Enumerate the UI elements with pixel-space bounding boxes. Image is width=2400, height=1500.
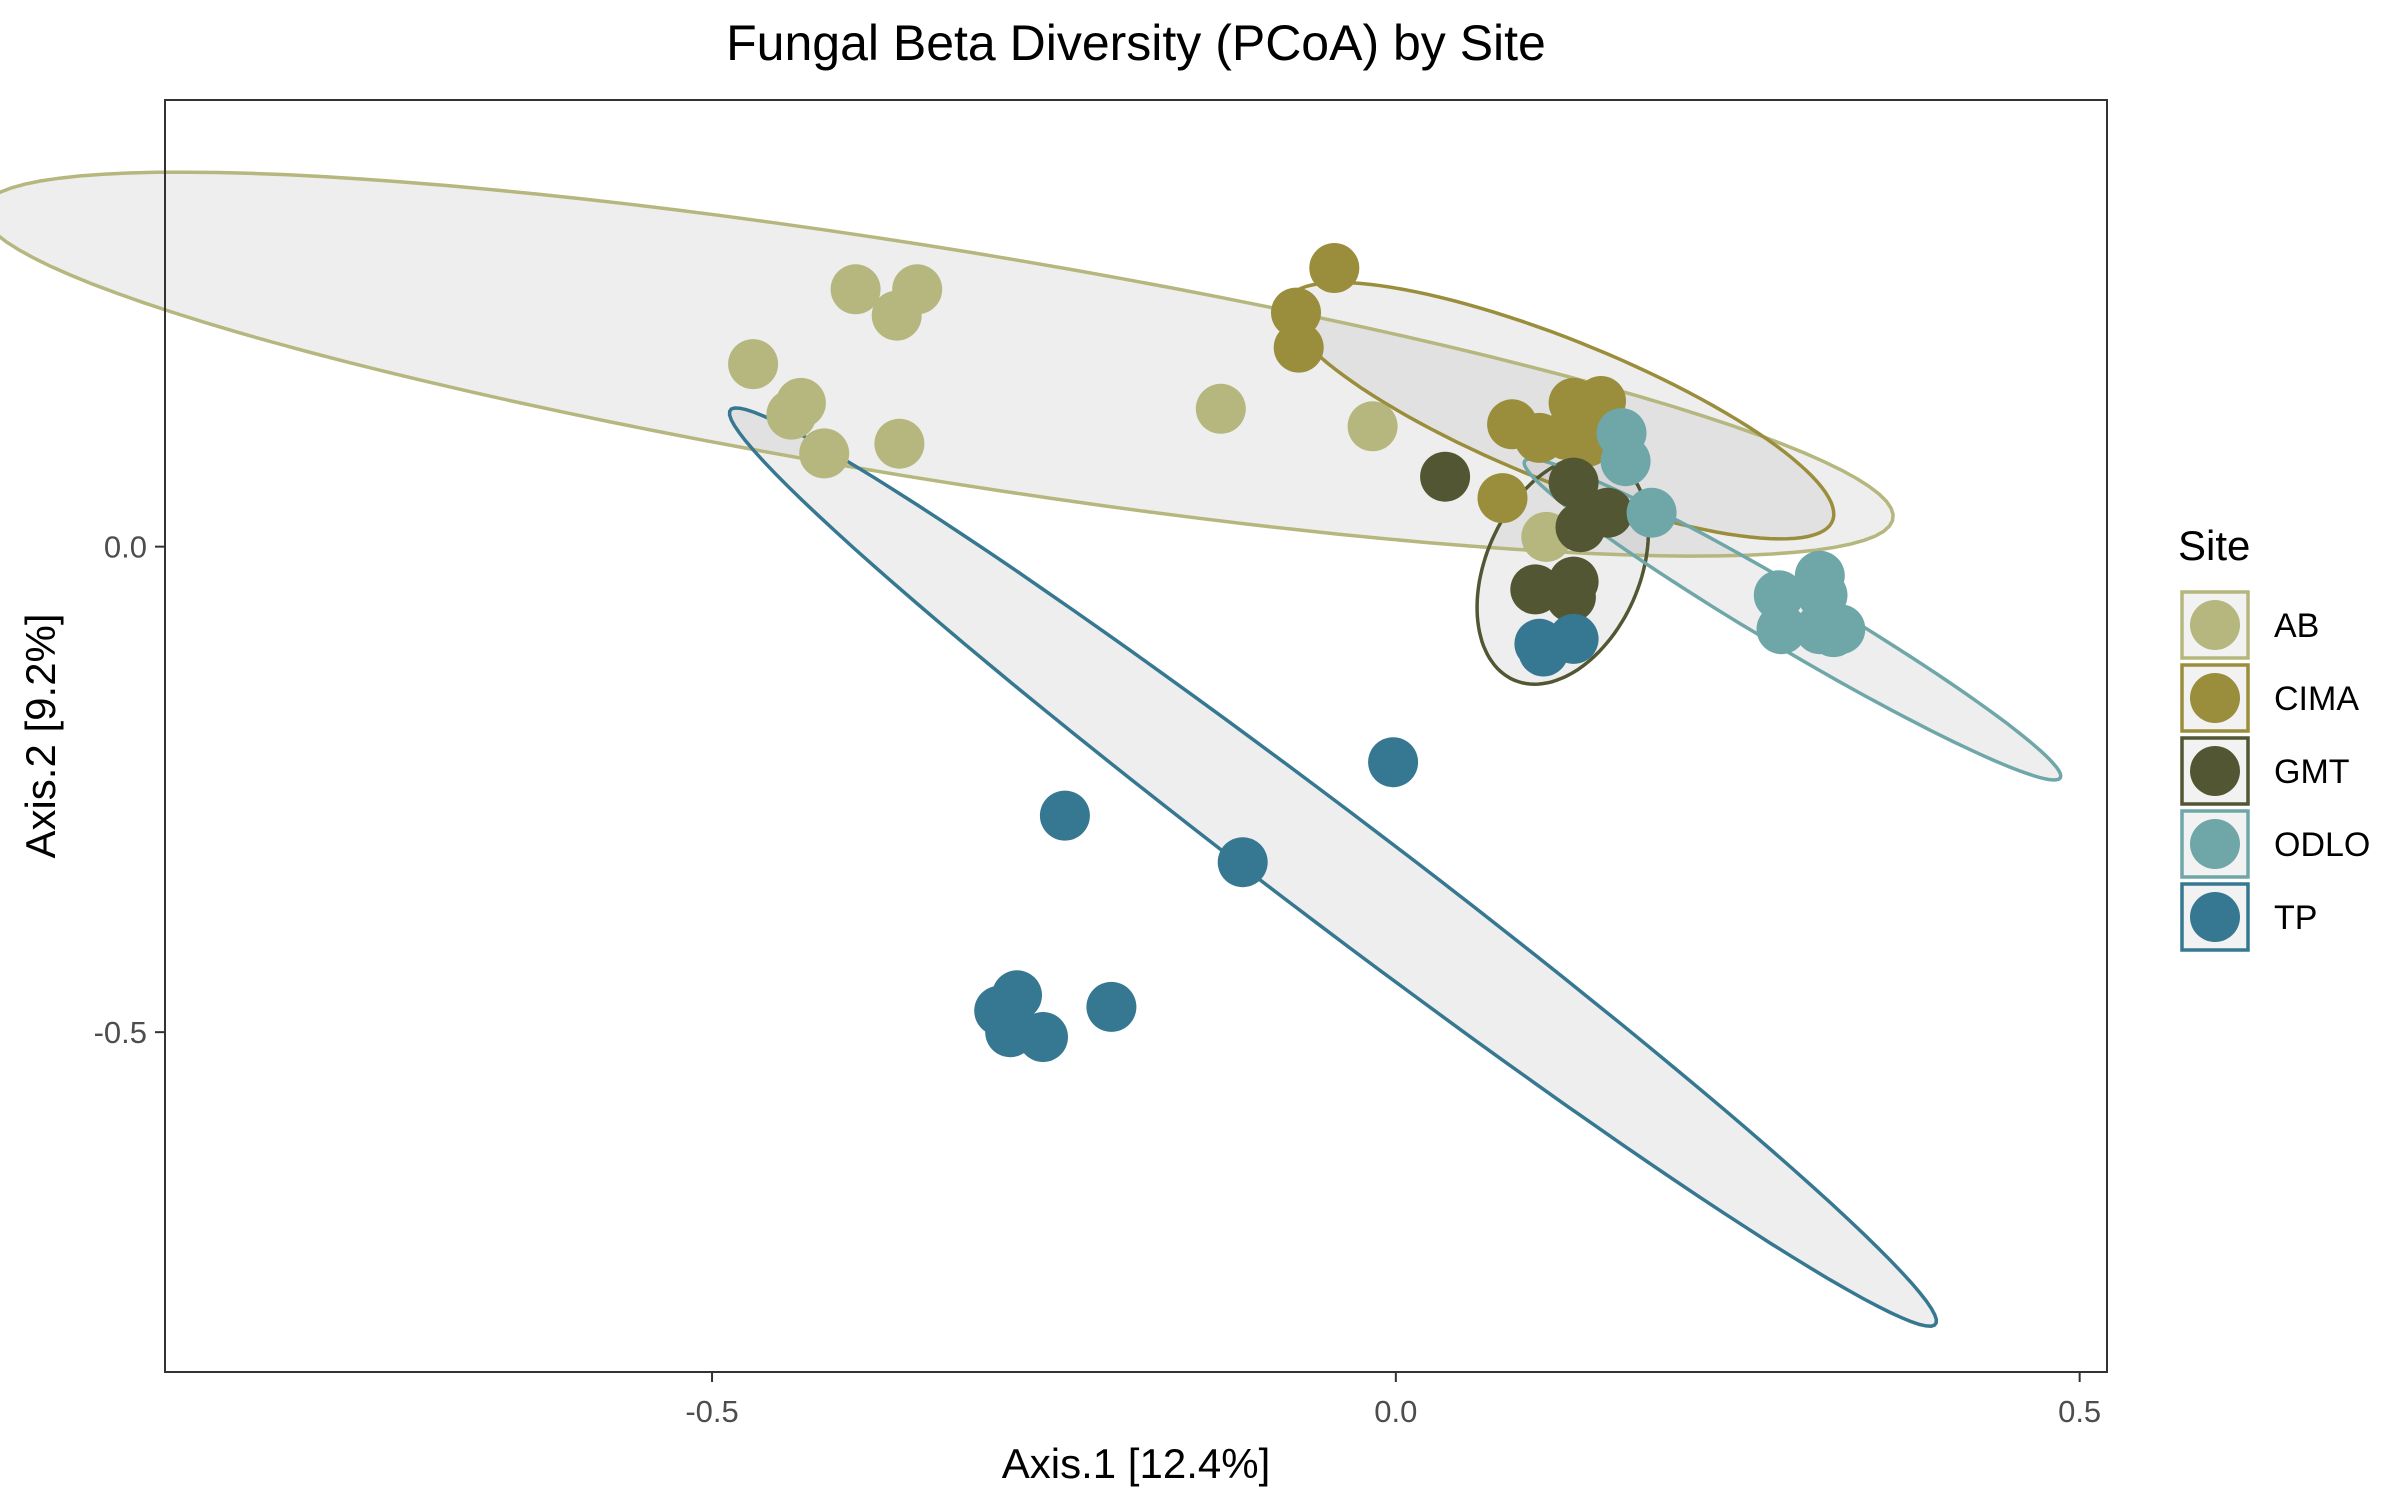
ellipse-outline-ab (0, 170, 1895, 558)
ellipse-fill-tp (729, 408, 1937, 1327)
legend-item-cima: CIMA (2180, 663, 2359, 733)
y-axis-title: Axis.2 [9.2%] (17, 613, 64, 858)
data-point-cima (1477, 473, 1528, 524)
data-point-odlo (1756, 604, 1807, 655)
legend-label: AB (2274, 607, 2319, 645)
legend-label: GMT (2274, 753, 2350, 791)
legend-label: ODLO (2274, 826, 2370, 864)
legend-item-gmt: GMT (2180, 736, 2350, 806)
data-point-ab (874, 418, 925, 469)
series-tp (974, 613, 1599, 1062)
data-point-ab (871, 290, 922, 341)
legend-key-point (2190, 746, 2240, 796)
ellipse-fill-ab (0, 172, 1894, 557)
data-point-odlo (1626, 487, 1677, 538)
x-axis-title: Axis.1 [12.4%] (1002, 1440, 1270, 1487)
data-point-gmt (1420, 451, 1471, 502)
x-tick-label: -0.5 (685, 1394, 738, 1429)
data-point-ab (728, 339, 779, 390)
ellipse-outline-tp (727, 406, 1939, 1328)
data-point-tp (1217, 837, 1268, 888)
legend-key-point (2190, 819, 2240, 869)
legend-key-point (2190, 673, 2240, 723)
data-point-tp (1018, 1012, 1068, 1062)
legend-label: TP (2274, 899, 2317, 937)
data-point-tp (1039, 790, 1090, 841)
legend-key-point (2190, 600, 2240, 650)
plot-panel-border (164, 99, 2108, 1373)
data-point-ab (830, 264, 881, 315)
data-point-gmt (1548, 457, 1599, 508)
series-odlo (1596, 408, 1866, 658)
legend-item-tp: TP (2180, 882, 2317, 952)
data-point-ab (1195, 383, 1246, 434)
x-tick-label: 0.0 (1374, 1394, 1417, 1429)
legend-item-odlo: ODLO (2180, 809, 2370, 879)
data-point-tp (1518, 626, 1569, 677)
x-axis: -0.5 0.0 0.5 (685, 1372, 2101, 1429)
y-tick-label: 0.0 (104, 530, 147, 565)
data-point-cima (1309, 243, 1360, 293)
legend-key-point (2190, 892, 2240, 942)
data-point-gmt (1555, 502, 1606, 553)
legend: Site AB CIMA GMT ODLO TP (2178, 522, 2370, 952)
legend-item-ab: AB (2180, 590, 2319, 660)
data-point-odlo (1600, 436, 1651, 487)
chart-title: Fungal Beta Diversity (PCoA) by Site (726, 15, 1546, 71)
data-point-ab (799, 428, 850, 479)
data-point-tp (1086, 981, 1137, 1032)
legend-label: CIMA (2274, 680, 2359, 718)
ellipse-outline-odlo (1522, 457, 2063, 782)
data-point-odlo (1808, 607, 1859, 658)
points-layer (728, 243, 1866, 1062)
y-axis: 0.0 -0.5 (94, 530, 165, 1050)
legend-title: Site (2178, 522, 2250, 569)
series-gmt (1420, 451, 1633, 623)
data-point-ab (1347, 401, 1398, 452)
data-point-cima (1273, 322, 1324, 373)
x-tick-label: 0.5 (2058, 1394, 2101, 1429)
data-point-tp (1368, 737, 1419, 788)
series-ab (728, 264, 1572, 562)
y-tick-label: -0.5 (94, 1015, 147, 1050)
data-point-gmt (1545, 572, 1596, 623)
data-point-ab (766, 389, 817, 440)
